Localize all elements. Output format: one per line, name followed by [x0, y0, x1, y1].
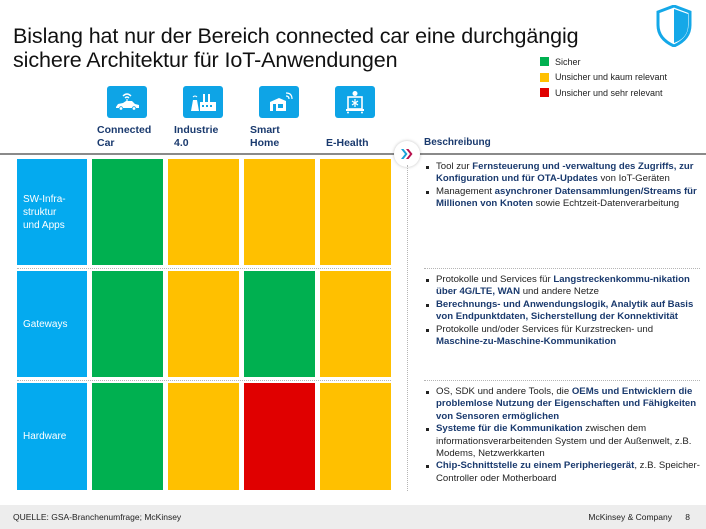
source-note: QUELLE: GSA-Branchenumfrage; McKinsey	[13, 512, 182, 522]
description-header: Beschreibung	[424, 137, 491, 148]
shield-icon	[656, 5, 692, 47]
vertical-divider	[407, 165, 408, 491]
smart-home-icon	[259, 86, 299, 118]
bullet-list: OS, SDK und andere Tools, die OEMs und E…	[424, 386, 700, 485]
chevron-right-icon	[394, 141, 420, 167]
legend-swatch-green	[540, 57, 549, 67]
cell-hardware-connected-car	[92, 383, 163, 490]
bullet-item: Protokolle und Services für Langstrecken…	[424, 274, 700, 299]
legend-swatch-yellow	[540, 72, 549, 82]
bullet-list: Protokolle und Services für Langstrecken…	[424, 274, 700, 348]
legend-item-sehr-relevant: Unsicher und sehr relevant	[540, 85, 667, 101]
bullet-item: Protokolle und/oder Services für Kurzstr…	[424, 324, 700, 349]
cell-hardware-industrie	[168, 383, 239, 490]
row-separator	[17, 380, 391, 381]
row-label-gateways: Gateways	[17, 271, 87, 377]
brand-name: McKinsey & Company	[588, 512, 672, 522]
row-label-sw-infrastruktur: SW-Infra- struktur und Apps	[17, 159, 87, 265]
description-header-line	[418, 153, 706, 155]
description-block-gateways: Protokolle und Services für Langstrecken…	[424, 274, 700, 348]
cell-gateways-connected-car	[92, 271, 163, 377]
bullet-item: Management asynchroner Datensammlungen/S…	[424, 186, 700, 211]
page-number: 8	[685, 512, 690, 522]
legend: Sicher Unsicher und kaum relevant Unsich…	[540, 54, 667, 101]
description-block-hardware: OS, SDK und andere Tools, die OEMs und E…	[424, 386, 700, 485]
connected-car-icon	[107, 86, 147, 118]
cell-sw-e-health	[320, 159, 391, 265]
bullet-item: Chip-Schnittstelle zu einem Peripheriege…	[424, 460, 700, 485]
cell-sw-industrie	[168, 159, 239, 265]
description-separator	[424, 380, 700, 381]
grid-header-line	[0, 153, 398, 155]
cell-gateways-industrie	[168, 271, 239, 377]
bullet-item: OS, SDK und andere Tools, die OEMs und E…	[424, 386, 700, 423]
column-label-connected-car: Connected Car	[97, 124, 152, 149]
row-separator	[17, 268, 391, 269]
cell-sw-smart-home	[244, 159, 315, 265]
cell-hardware-smart-home	[244, 383, 315, 490]
cell-gateways-e-health	[320, 271, 391, 377]
factory-icon	[183, 86, 223, 118]
bullet-list: Tool zur Fernsteuerung und -verwaltung d…	[424, 161, 700, 211]
column-label-e-health: E-Health	[326, 137, 369, 149]
footer: QUELLE: GSA-Branchenumfrage; McKinsey Mc…	[0, 505, 706, 529]
title-line-2: sichere Architektur für IoT-Anwendungen	[13, 48, 398, 72]
row-label-hardware: Hardware	[17, 383, 87, 490]
cell-gateways-smart-home	[244, 271, 315, 377]
bullet-item: Berechnungs- und Anwendungslogik, Analyt…	[424, 299, 700, 324]
description-separator	[424, 268, 700, 269]
column-label-smart-home: Smart Home	[250, 124, 280, 149]
slide-title: Bislang hat nur der Bereich connected ca…	[13, 24, 579, 72]
cell-hardware-e-health	[320, 383, 391, 490]
description-block-sw: Tool zur Fernsteuerung und -verwaltung d…	[424, 161, 700, 211]
bullet-item: Systeme für die Kommunikation zwischen d…	[424, 423, 700, 460]
legend-item-kaum-relevant: Unsicher und kaum relevant	[540, 70, 667, 86]
legend-swatch-red	[540, 88, 549, 98]
cell-sw-connected-car	[92, 159, 163, 265]
e-health-icon	[335, 86, 375, 118]
legend-item-sicher: Sicher	[540, 54, 667, 70]
title-line-1: Bislang hat nur der Bereich connected ca…	[13, 24, 579, 48]
column-label-industrie: Industrie 4.0	[174, 124, 219, 149]
bullet-item: Tool zur Fernsteuerung und -verwaltung d…	[424, 161, 700, 186]
